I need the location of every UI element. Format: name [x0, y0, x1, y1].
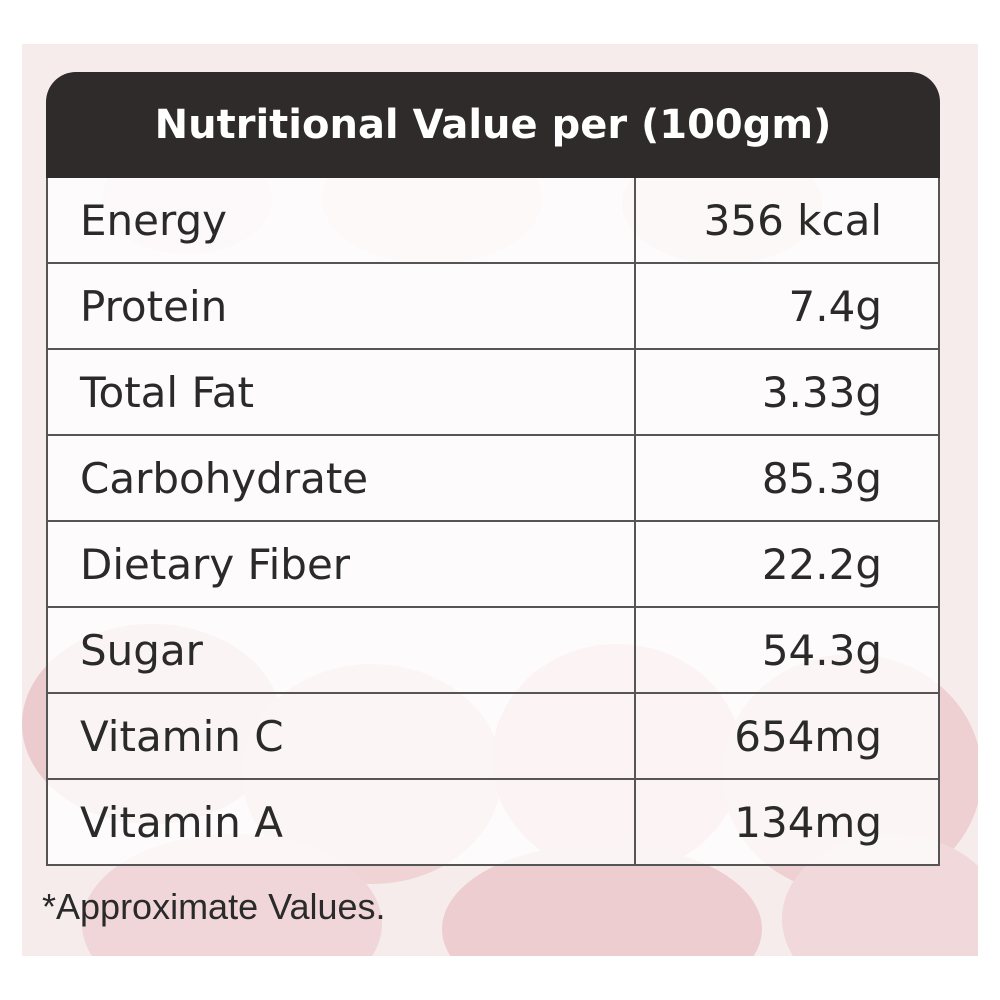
nutrient-value: 22.2g [761, 539, 882, 589]
table-title: Nutritional Value per (100gm) [46, 72, 940, 178]
table-row: Energy 356 kcal [48, 178, 938, 262]
nutrient-label: Total Fat [48, 350, 636, 434]
table-row: Carbohydrate 85.3g [48, 434, 938, 520]
nutrient-label: Energy [48, 178, 636, 262]
nutrient-label: Dietary Fiber [48, 522, 636, 606]
nutrient-value: 654mg [734, 711, 882, 761]
nutrient-label: Carbohydrate [48, 436, 636, 520]
table-row: Protein 7.4g [48, 262, 938, 348]
nutrient-value: 7.4g [788, 281, 882, 331]
nutrition-table: Nutritional Value per (100gm) Energy 356… [46, 72, 940, 866]
table-row: Vitamin C 654mg [48, 692, 938, 778]
nutrient-label: Vitamin A [48, 780, 636, 864]
table-row: Dietary Fiber 22.2g [48, 520, 938, 606]
nutrient-value: 356 kcal [703, 195, 882, 245]
table-body: Energy 356 kcal Protein 7.4g Total Fat 3… [46, 178, 940, 866]
nutrient-value: 134mg [734, 797, 882, 847]
table-row: Vitamin A 134mg [48, 778, 938, 864]
table-row: Sugar 54.3g [48, 606, 938, 692]
nutrient-label: Protein [48, 264, 636, 348]
nutrient-value: 54.3g [761, 625, 882, 675]
nutrient-value: 85.3g [761, 453, 882, 503]
nutrient-value: 3.33g [761, 367, 882, 417]
footnote: *Approximate Values. [42, 886, 386, 927]
table-row: Total Fat 3.33g [48, 348, 938, 434]
nutrient-label: Sugar [48, 608, 636, 692]
nutrient-label: Vitamin C [48, 694, 636, 778]
